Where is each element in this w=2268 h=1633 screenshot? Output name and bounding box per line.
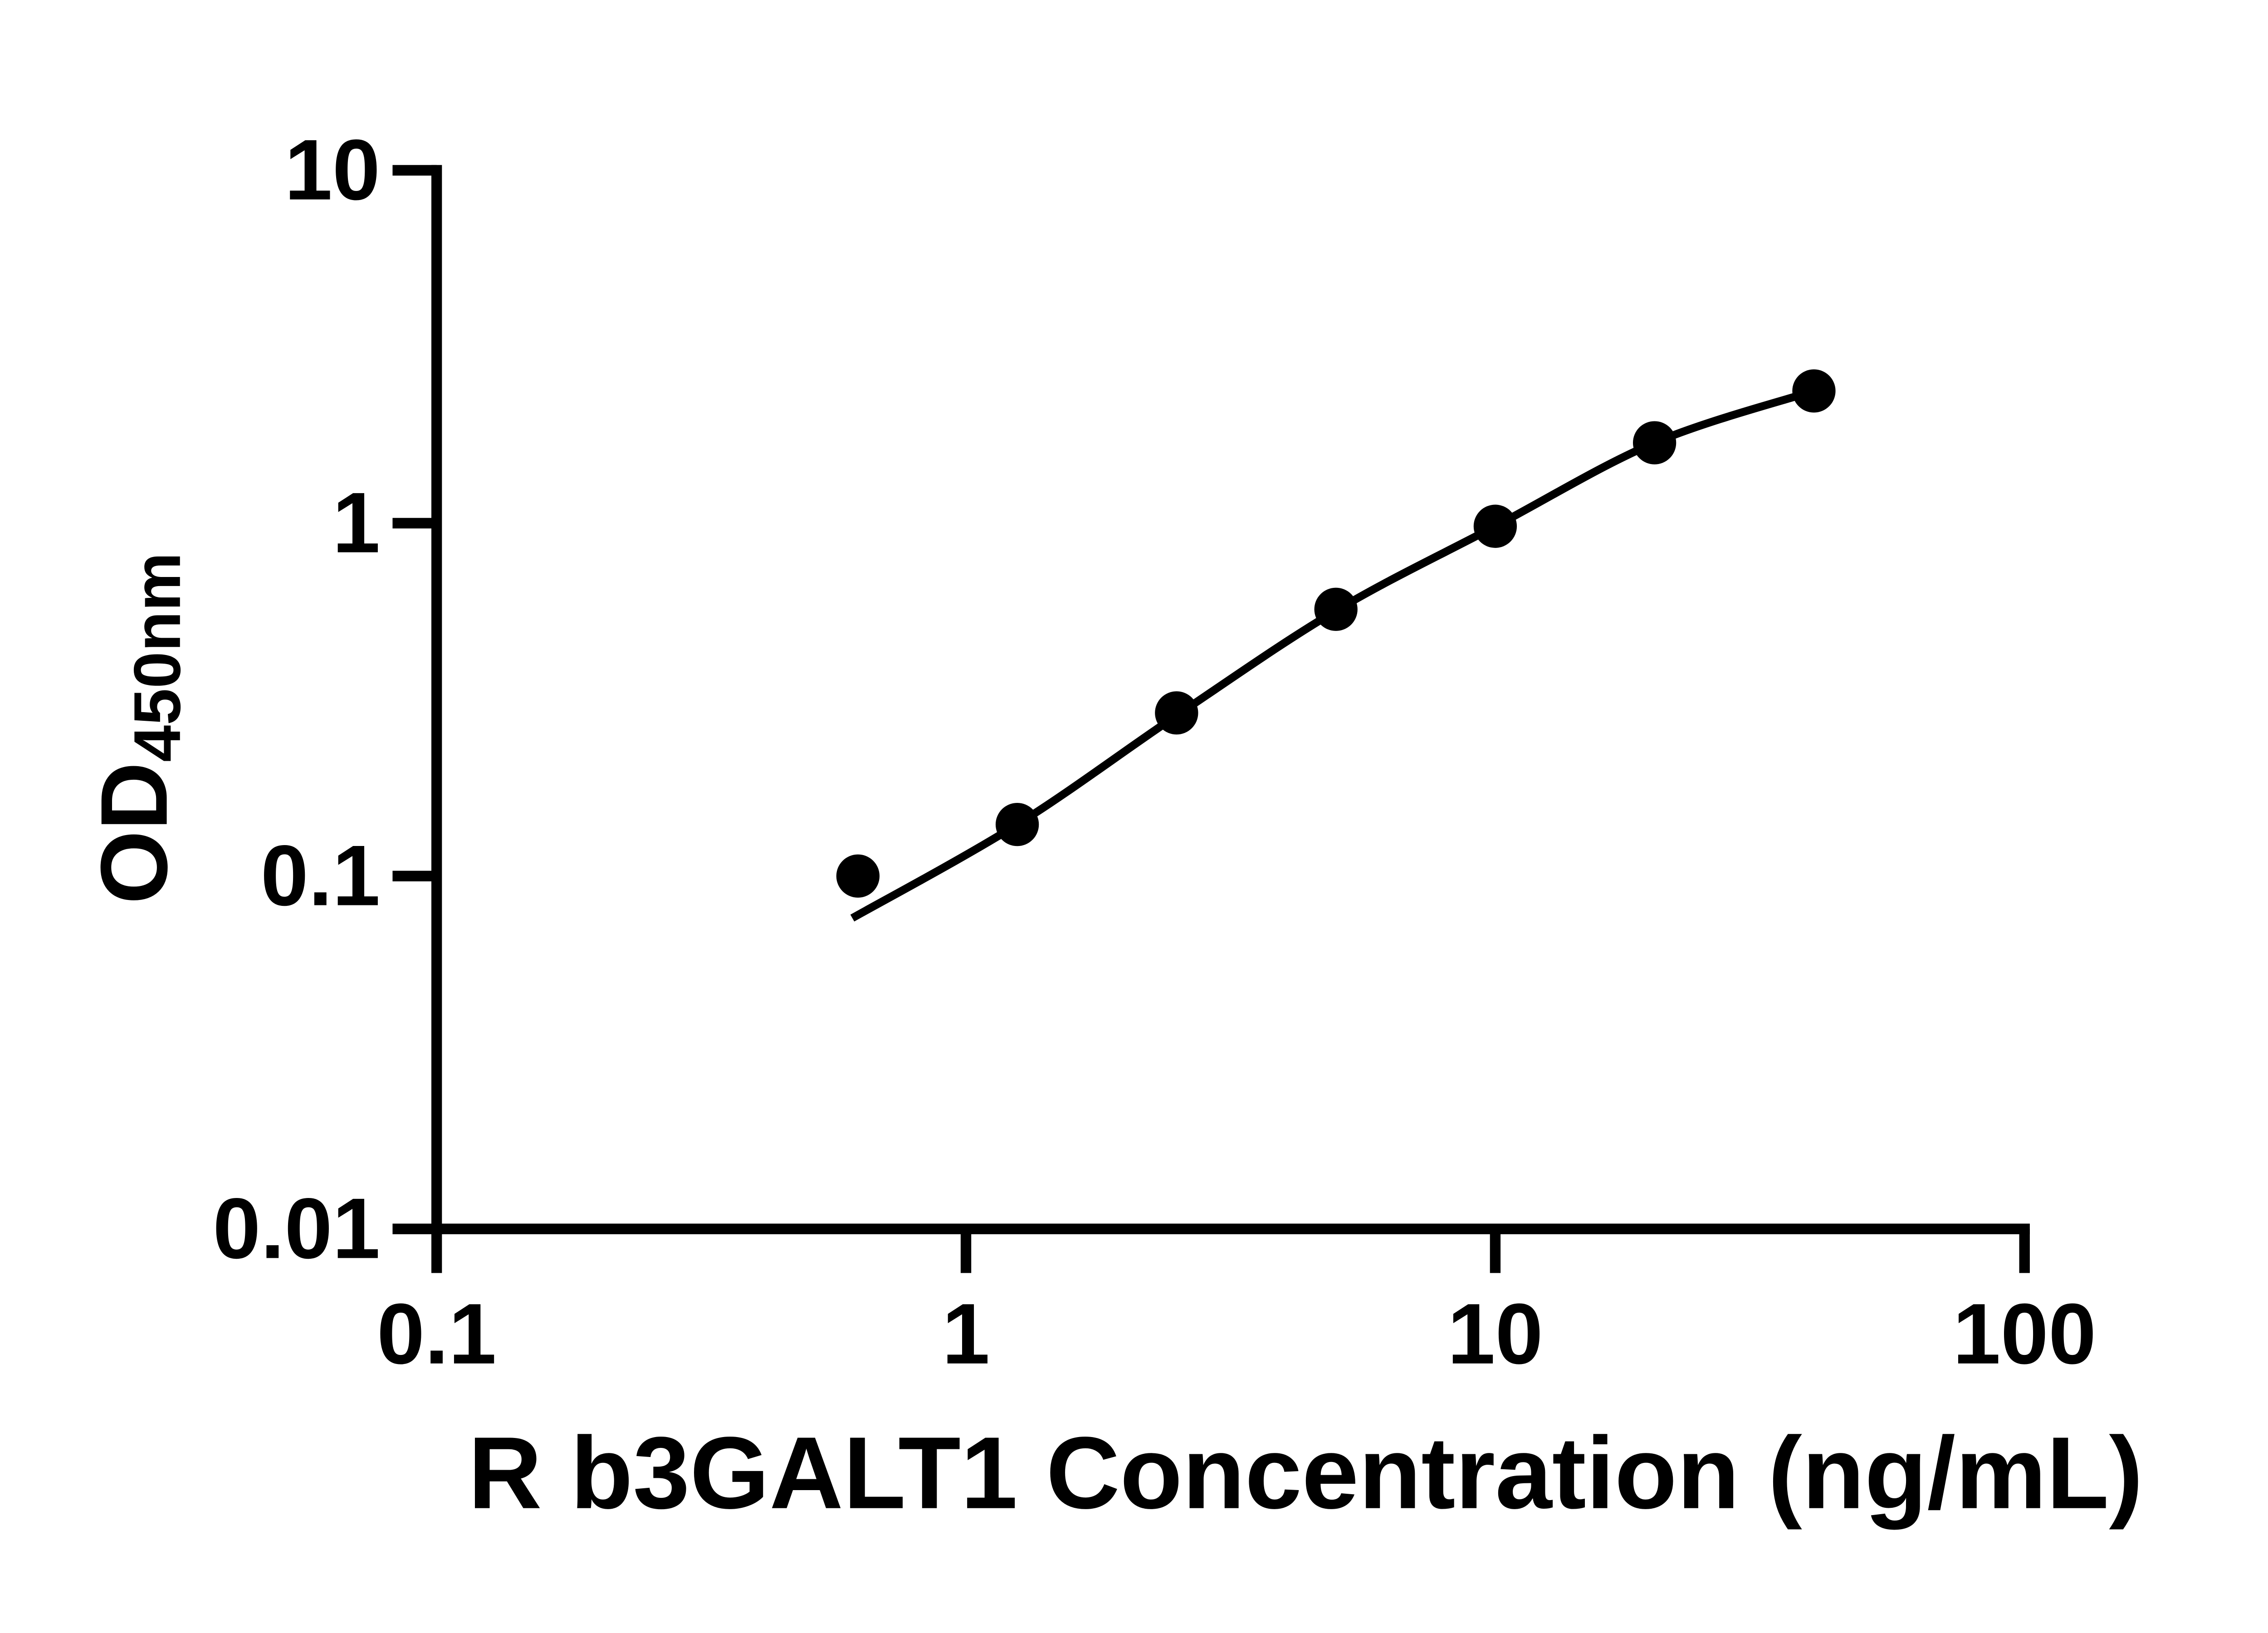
data-point [1633,421,1677,464]
data-points-layer [836,369,1836,898]
x-tick-label: 10 [1447,1286,1543,1382]
data-point [995,802,1039,846]
y-tick-label: 0.1 [261,827,381,924]
y-tick-label: 1 [332,475,380,571]
data-point [1473,504,1517,548]
x-tick-label: 100 [1953,1286,2096,1382]
data-point [1155,691,1198,735]
x-tick-label: 0.1 [377,1286,497,1382]
y-axis-title: OD450nm [82,552,194,905]
y-tick-label: 10 [284,122,380,218]
fit-curve [850,387,1815,922]
y-axis-title-main: OD [82,762,187,905]
x-tick-label: 1 [942,1286,990,1382]
tick-label-layer: 0.1 1 10 100 0.01 0.1 1 10 [213,122,2096,1382]
y-tick-label: 0.01 [213,1180,380,1276]
y-axis-title-subscript: 450nm [120,552,194,762]
axes-layer [392,165,2030,1273]
x-axis-title: R b3GALT1 Concentration (ng/mL) [468,1416,2143,1530]
data-point [1792,369,1836,413]
data-point [1314,587,1358,631]
data-point [836,854,880,898]
fit-curve-layer [850,387,1815,922]
